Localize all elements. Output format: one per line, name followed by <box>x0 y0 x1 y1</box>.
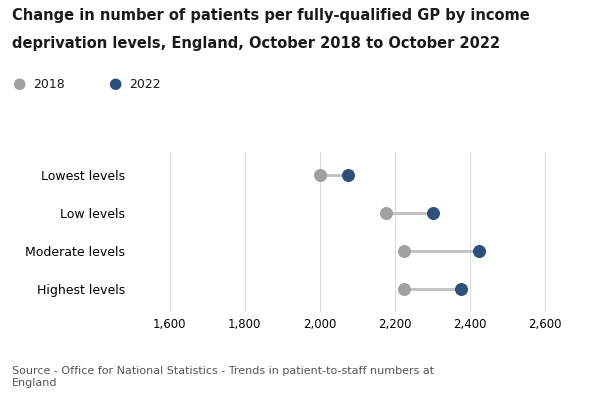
Point <box>315 172 325 178</box>
Point <box>475 248 484 254</box>
Text: ●: ● <box>108 76 121 92</box>
Point <box>381 210 391 216</box>
Text: 2022: 2022 <box>129 78 161 90</box>
Text: Change in number of patients per fully-qualified GP by income: Change in number of patients per fully-q… <box>12 8 530 23</box>
Point <box>343 172 353 178</box>
Point <box>428 210 437 216</box>
Text: ●: ● <box>12 76 25 92</box>
Point <box>400 286 409 292</box>
Text: 2018: 2018 <box>33 78 65 90</box>
Point <box>400 248 409 254</box>
Point <box>456 286 466 292</box>
Text: deprivation levels, England, October 2018 to October 2022: deprivation levels, England, October 201… <box>12 36 500 51</box>
Text: Source - Office for National Statistics - Trends in patient-to-staff numbers at
: Source - Office for National Statistics … <box>12 366 434 388</box>
